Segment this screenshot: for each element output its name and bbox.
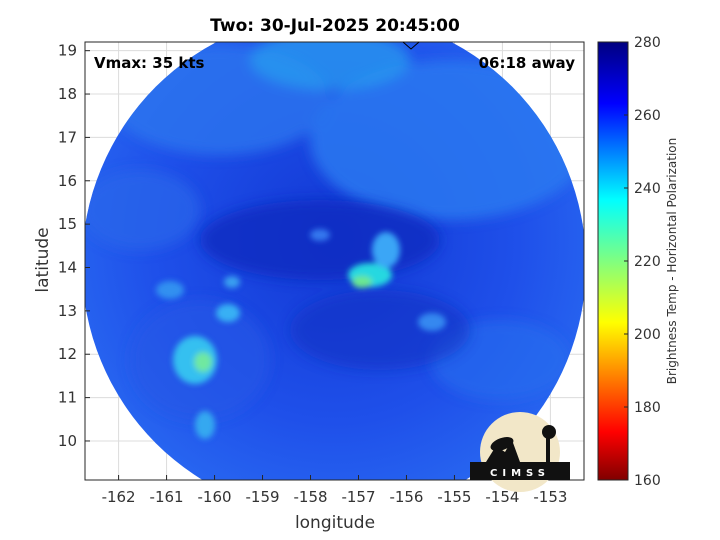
colorbar-gradient	[597, 41, 629, 481]
cimss-logo-text: CIMSS	[490, 468, 550, 479]
colorbar-tick-label: 180	[634, 400, 661, 416]
x-tick-label: -161	[150, 488, 184, 506]
x-tick-label: -154	[485, 488, 519, 506]
cimss-logo: CIMSS	[470, 412, 570, 492]
x-tick-label: -162	[102, 488, 136, 506]
y-tick-label: 17	[58, 128, 77, 146]
x-axis-ticks: -162 -161 -160 -159 -158 -157 -156 -155 -154 -153	[102, 475, 567, 506]
x-axis-label: longitude	[295, 513, 375, 533]
y-axis-ticks: 10 11 12 13 14 15 16 17 18 19	[58, 42, 90, 450]
microwave-swath	[85, 42, 584, 480]
storm-marker-icon	[402, 41, 420, 50]
colorbar-tick-label: 280	[634, 35, 661, 51]
y-tick-label: 15	[58, 215, 77, 233]
colorbar-tick-label: 240	[634, 181, 661, 197]
colorbar-tick-label: 200	[634, 327, 661, 343]
colorbar-tick-label: 160	[634, 473, 661, 489]
y-tick-label: 10	[58, 432, 77, 450]
y-tick-label: 18	[58, 85, 77, 103]
time-away-label: 06:18 away	[479, 54, 576, 72]
x-tick-label: -157	[341, 488, 375, 506]
x-tick-label: -159	[246, 488, 280, 506]
plot-border	[84, 41, 585, 481]
y-tick-label: 13	[58, 302, 77, 320]
x-tick-label: -158	[293, 488, 327, 506]
y-tick-label: 12	[58, 345, 77, 363]
y-tick-label: 14	[58, 259, 77, 277]
colorbar-tick-label: 260	[634, 108, 661, 124]
figure-title: Two: 30-Jul-2025 20:45:00	[210, 16, 460, 36]
x-tick-label: -160	[198, 488, 232, 506]
colorbar-tick-label: 220	[634, 254, 661, 270]
vmax-label: Vmax: 35 kts	[94, 54, 204, 72]
colorbar-ticks: 160 180 200 220 240 260 280	[624, 35, 661, 489]
y-tick-label: 11	[58, 389, 77, 407]
colorbar-label: Brightness Temp - Horizontal Polarizatio…	[665, 138, 679, 385]
y-tick-label: 16	[58, 172, 77, 190]
x-tick-label: -153	[533, 488, 567, 506]
x-tick-label: -155	[437, 488, 471, 506]
y-axis-label: latitude	[33, 227, 53, 292]
colorbar: 160 180 200 220 240 260 280 Brightness Temp - …	[597, 35, 679, 489]
x-tick-label: -156	[389, 488, 423, 506]
y-tick-label: 19	[58, 42, 77, 60]
